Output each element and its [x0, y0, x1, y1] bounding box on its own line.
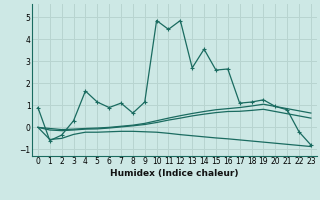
X-axis label: Humidex (Indice chaleur): Humidex (Indice chaleur): [110, 169, 239, 178]
